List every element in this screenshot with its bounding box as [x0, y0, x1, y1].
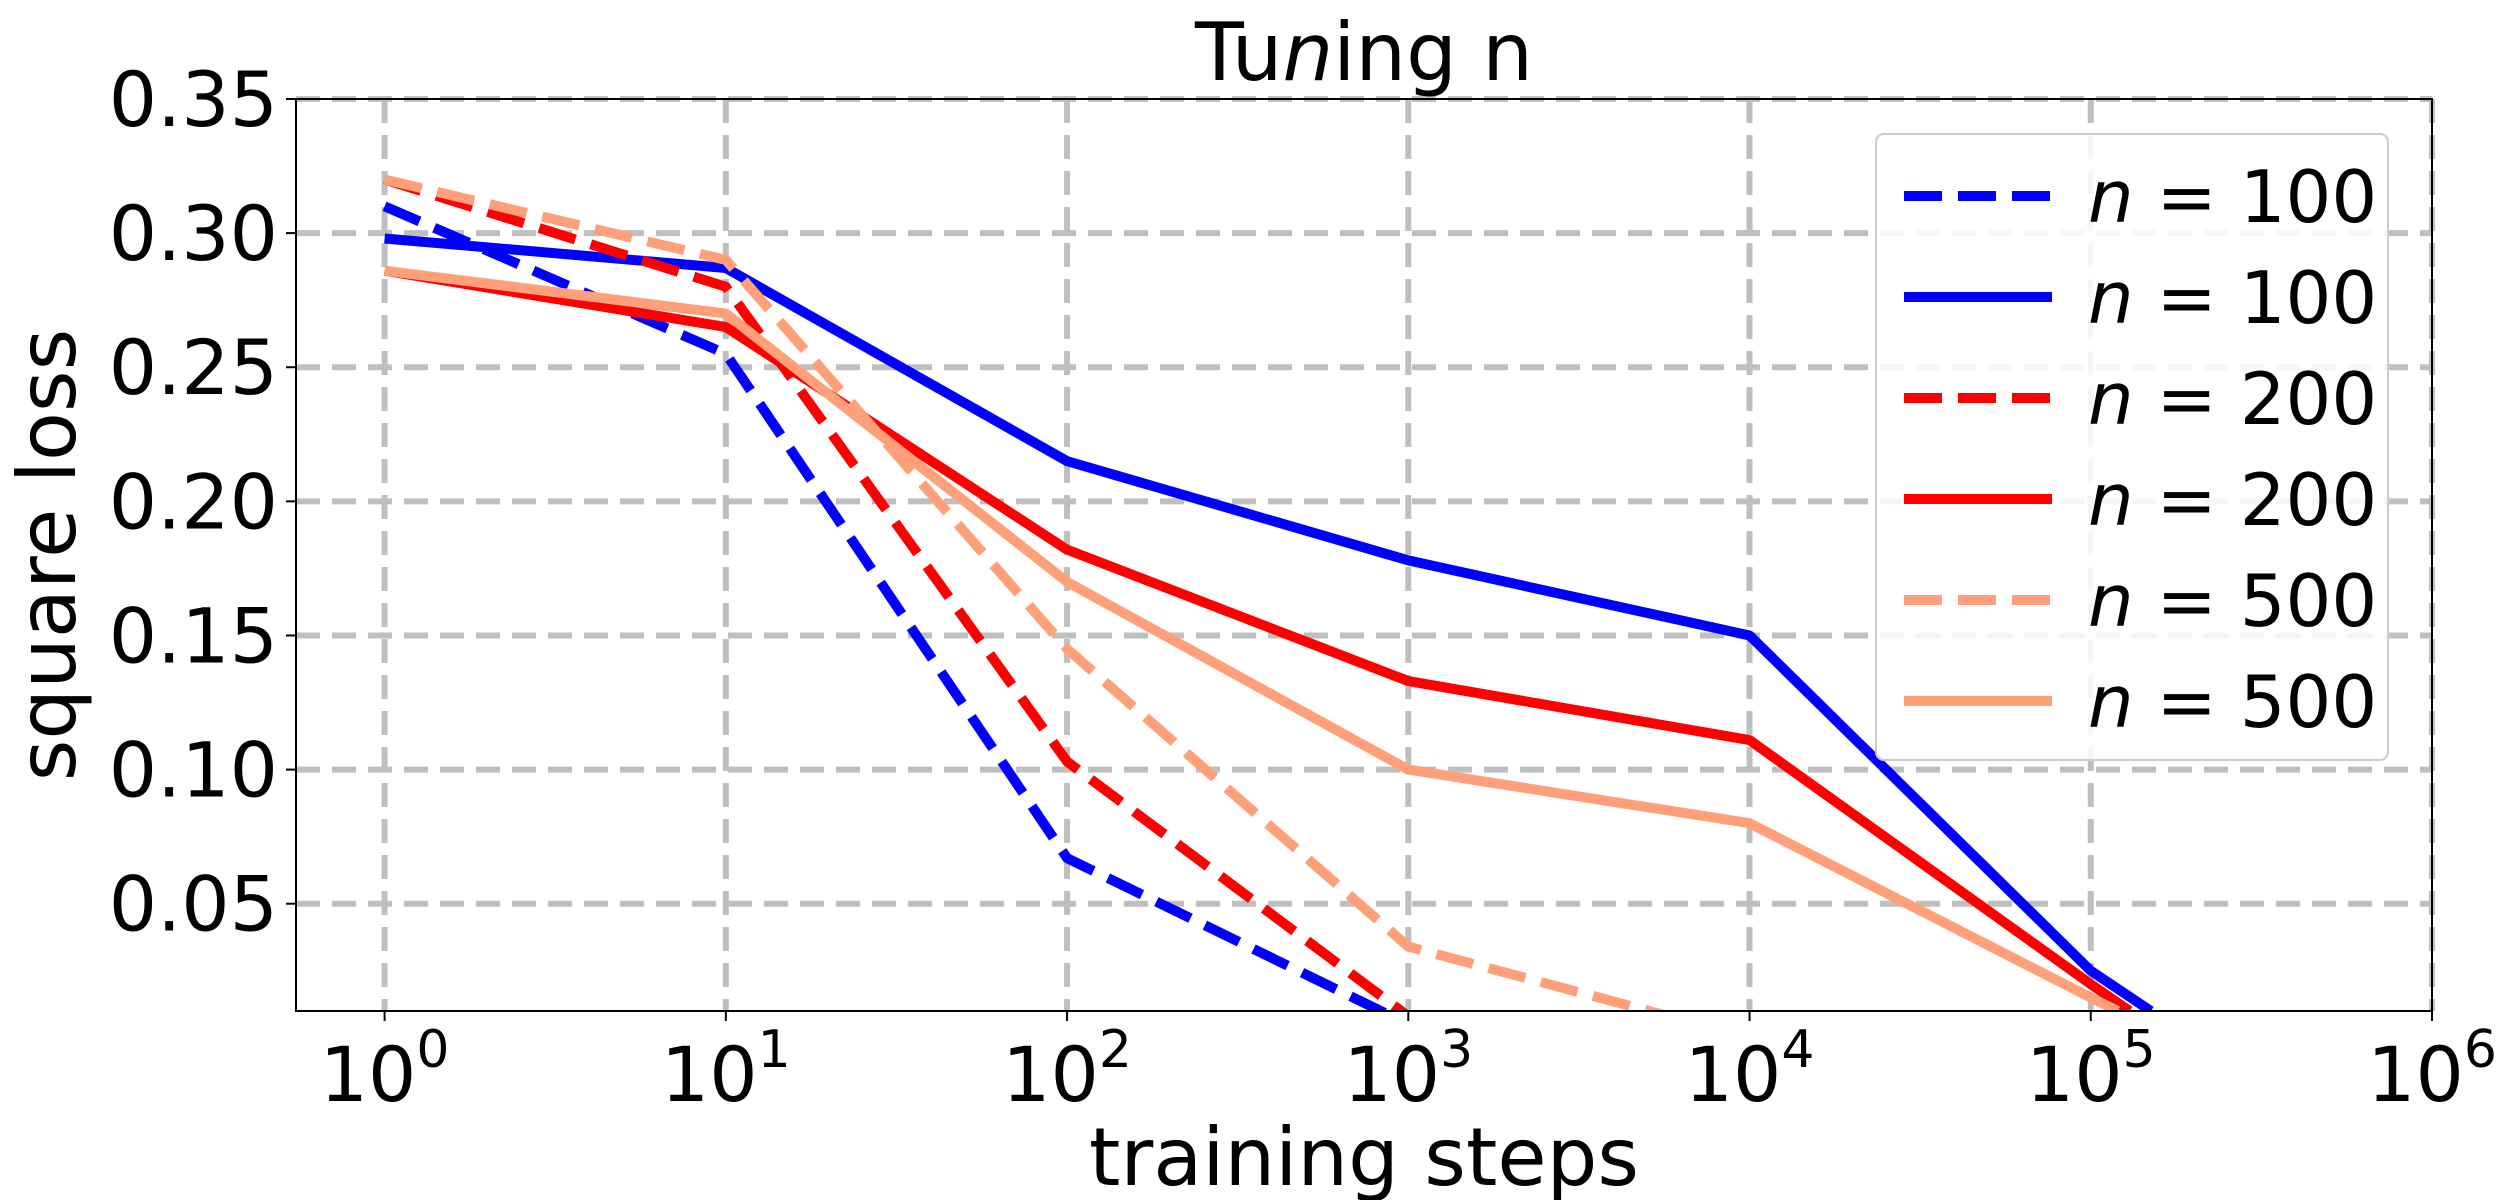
y-tick-label: 0.10 [109, 726, 278, 815]
x-tick-label: 106 [2367, 1020, 2497, 1119]
series-line [383, 174, 1410, 1011]
series-line [383, 174, 1669, 1011]
legend-box [1875, 133, 2389, 761]
legend-label: n = 500 [2088, 660, 2377, 744]
chart-title: Tuning n [1194, 6, 1533, 99]
y-tick-label: 0.05 [109, 860, 278, 949]
series-line [383, 265, 2121, 1011]
legend-label: n = 100 [2088, 155, 2377, 239]
x-tick-label: 101 [661, 1020, 791, 1119]
y-tick-label: 0.15 [109, 591, 278, 680]
legend-label: n = 200 [2088, 357, 2377, 441]
series-line [382, 201, 1393, 1011]
y-tick-label: 0.35 [109, 55, 278, 144]
legend-label: n = 200 [2088, 458, 2377, 542]
x-tick-label: 105 [2026, 1020, 2156, 1119]
x-axis-label: training steps [1089, 1111, 1639, 1200]
legend: n = 100 n = 100 n = 200 n = 200 n = 500 n = 5… [1875, 133, 2389, 761]
series-line [384, 233, 2154, 1011]
legend-label: n = 500 [2088, 559, 2377, 643]
y-tick-label: 0.20 [109, 457, 278, 546]
series-lines [382, 174, 2154, 1011]
x-tick-label: 103 [1343, 1020, 1473, 1119]
legend-label: n = 100 [2088, 256, 2377, 340]
x-tick-label: 100 [320, 1020, 450, 1119]
ticks: 100 101 102 103 104 105 106 0.05 0.10 0.15 0.20 0.2… [109, 55, 2497, 1119]
x-tick-label: 102 [1002, 1020, 1132, 1119]
y-tick-label: 0.30 [109, 189, 278, 278]
series-line [383, 265, 2133, 1011]
plot-frame [295, 98, 2433, 1012]
y-tick-label: 0.25 [109, 323, 278, 412]
x-tick-label: 104 [1685, 1020, 1815, 1119]
y-axis-label: square loss [1, 329, 94, 782]
